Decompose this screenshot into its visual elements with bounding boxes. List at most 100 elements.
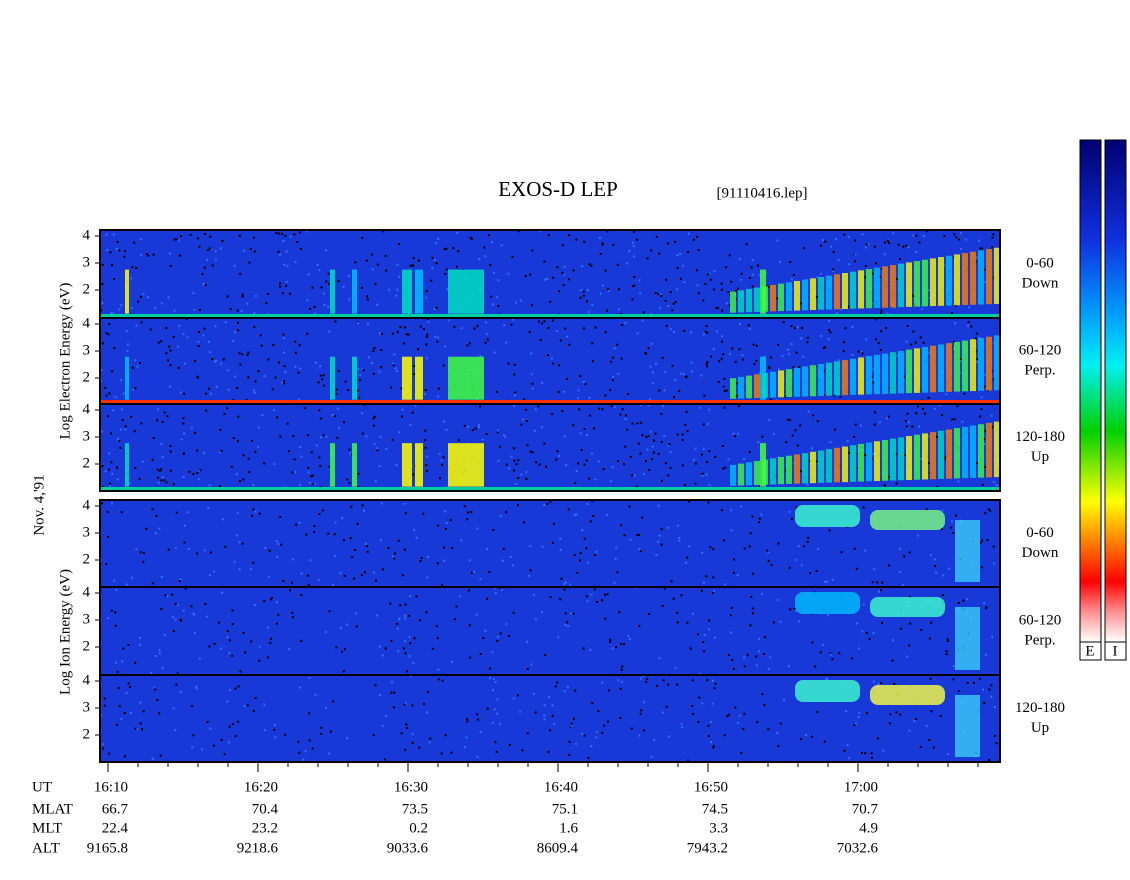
spectrogram-speckle: [155, 514, 158, 517]
spectrogram-speckle: [140, 422, 143, 425]
spectrogram-feature: [834, 447, 840, 483]
spectrogram-speckle: [238, 234, 241, 237]
spectrogram-speckle: [853, 724, 856, 727]
spectrogram-speckle: [691, 679, 694, 682]
spectrogram-speckle: [736, 574, 739, 577]
spectrogram-speckle: [958, 690, 961, 693]
spectrogram-speckle: [820, 334, 823, 337]
spectrogram-speckle: [214, 359, 217, 362]
spectrogram-speckle: [442, 364, 445, 367]
spectrogram-speckle: [908, 729, 911, 732]
spectrogram-speckle: [434, 242, 437, 245]
spectrogram-speckle: [816, 420, 819, 423]
spectrogram-speckle: [601, 408, 604, 411]
spectrogram-speckle: [833, 394, 836, 397]
spectrogram-speckle: [984, 653, 987, 656]
spectrogram-speckle: [183, 524, 186, 527]
spectrogram-speckle: [968, 306, 971, 309]
spectrogram-speckle: [748, 277, 751, 280]
spectrogram-feature: [930, 258, 936, 307]
spectrogram-speckle: [328, 610, 331, 613]
spectrogram-speckle: [375, 579, 378, 582]
spectrogram-speckle: [959, 360, 962, 363]
spectrogram-feature: [834, 274, 840, 310]
spectrogram-speckle: [415, 595, 418, 598]
spectrogram-speckle: [321, 378, 324, 381]
spectrogram-speckle: [701, 474, 704, 477]
spectrogram-speckle: [449, 519, 452, 522]
spectrogram-speckle: [730, 509, 733, 512]
spectrogram-speckle: [335, 392, 338, 395]
spectrogram-speckle: [497, 279, 500, 282]
spectrogram-speckle: [399, 326, 402, 329]
spectrogram-speckle: [286, 265, 289, 268]
spectrogram-speckle: [522, 418, 525, 421]
spectrogram-speckle: [273, 724, 276, 727]
spectrogram-speckle: [115, 661, 118, 664]
spectrogram-speckle: [737, 721, 740, 724]
spectrogram-speckle: [312, 483, 315, 486]
spectrogram-speckle: [953, 418, 956, 421]
spectrogram-speckle: [724, 466, 727, 469]
spectrogram-speckle: [513, 363, 516, 366]
spectrogram-speckle: [776, 599, 779, 602]
spectrogram-speckle: [504, 435, 507, 438]
spectrogram-speckle: [526, 668, 529, 671]
ephemeris-value: 9218.6: [237, 840, 279, 856]
spectrogram-speckle: [579, 551, 582, 554]
spectrogram-speckle: [628, 249, 631, 252]
spectrogram-speckle: [650, 755, 653, 758]
spectrogram-speckle: [981, 483, 984, 486]
spectrogram-speckle: [100, 714, 103, 717]
spectrogram-speckle: [470, 571, 473, 574]
spectrogram-speckle: [984, 443, 987, 446]
spectrogram-speckle: [516, 504, 519, 507]
colorbar-label: E: [1085, 643, 1094, 659]
spectrogram-speckle: [486, 707, 489, 710]
spectrogram-feature: [802, 279, 808, 311]
spectrogram-speckle: [761, 693, 764, 696]
spectrogram-speckle: [769, 656, 772, 659]
spectrogram-speckle: [163, 479, 166, 482]
spectrogram-speckle: [241, 295, 244, 298]
spectrogram-speckle: [439, 477, 442, 480]
spectrogram-speckle: [623, 534, 626, 537]
spectrogram-speckle: [717, 306, 720, 309]
spectrogram-speckle: [473, 327, 476, 330]
spectrogram-speckle: [660, 543, 663, 546]
spectrogram-speckle: [161, 420, 164, 423]
spectrogram-speckle: [554, 685, 557, 688]
spectrogram-speckle: [588, 263, 591, 266]
spectrogram-speckle: [264, 728, 267, 731]
spectrogram-speckle: [654, 432, 657, 435]
spectrogram-speckle: [314, 483, 317, 486]
ephemeris-label: MLT: [32, 820, 62, 836]
spectrogram-speckle: [560, 577, 563, 580]
spectrogram-speckle: [434, 335, 437, 338]
spectrogram-speckle: [261, 414, 264, 417]
spectrogram-speckle: [479, 730, 482, 733]
spectrogram-speckle: [591, 500, 594, 503]
spectrogram-speckle: [530, 663, 533, 666]
spectrogram-feature: [938, 344, 944, 393]
spectrogram-band: [100, 400, 1000, 403]
spectrogram-speckle: [135, 548, 138, 551]
spectrogram-speckle: [282, 333, 285, 336]
spectrogram-speckle: [388, 288, 391, 291]
spectrogram-speckle: [172, 335, 175, 338]
spectrogram-speckle: [512, 697, 515, 700]
spectrogram-speckle: [474, 427, 477, 430]
spectrogram-speckle: [249, 568, 252, 571]
spectrogram-speckle: [530, 352, 533, 355]
spectrogram-speckle: [298, 751, 301, 754]
spectrogram-speckle: [393, 353, 396, 356]
spectrogram-speckle: [101, 283, 104, 286]
spectrogram-speckle: [925, 724, 928, 727]
spectrogram-speckle: [951, 346, 954, 349]
spectrogram-speckle: [433, 258, 436, 261]
spectrogram-feature: [738, 463, 744, 486]
spectrogram-speckle: [365, 259, 368, 262]
spectrogram-speckle: [665, 324, 668, 327]
spectrogram-speckle: [283, 365, 286, 368]
spectrogram-speckle: [188, 470, 191, 473]
